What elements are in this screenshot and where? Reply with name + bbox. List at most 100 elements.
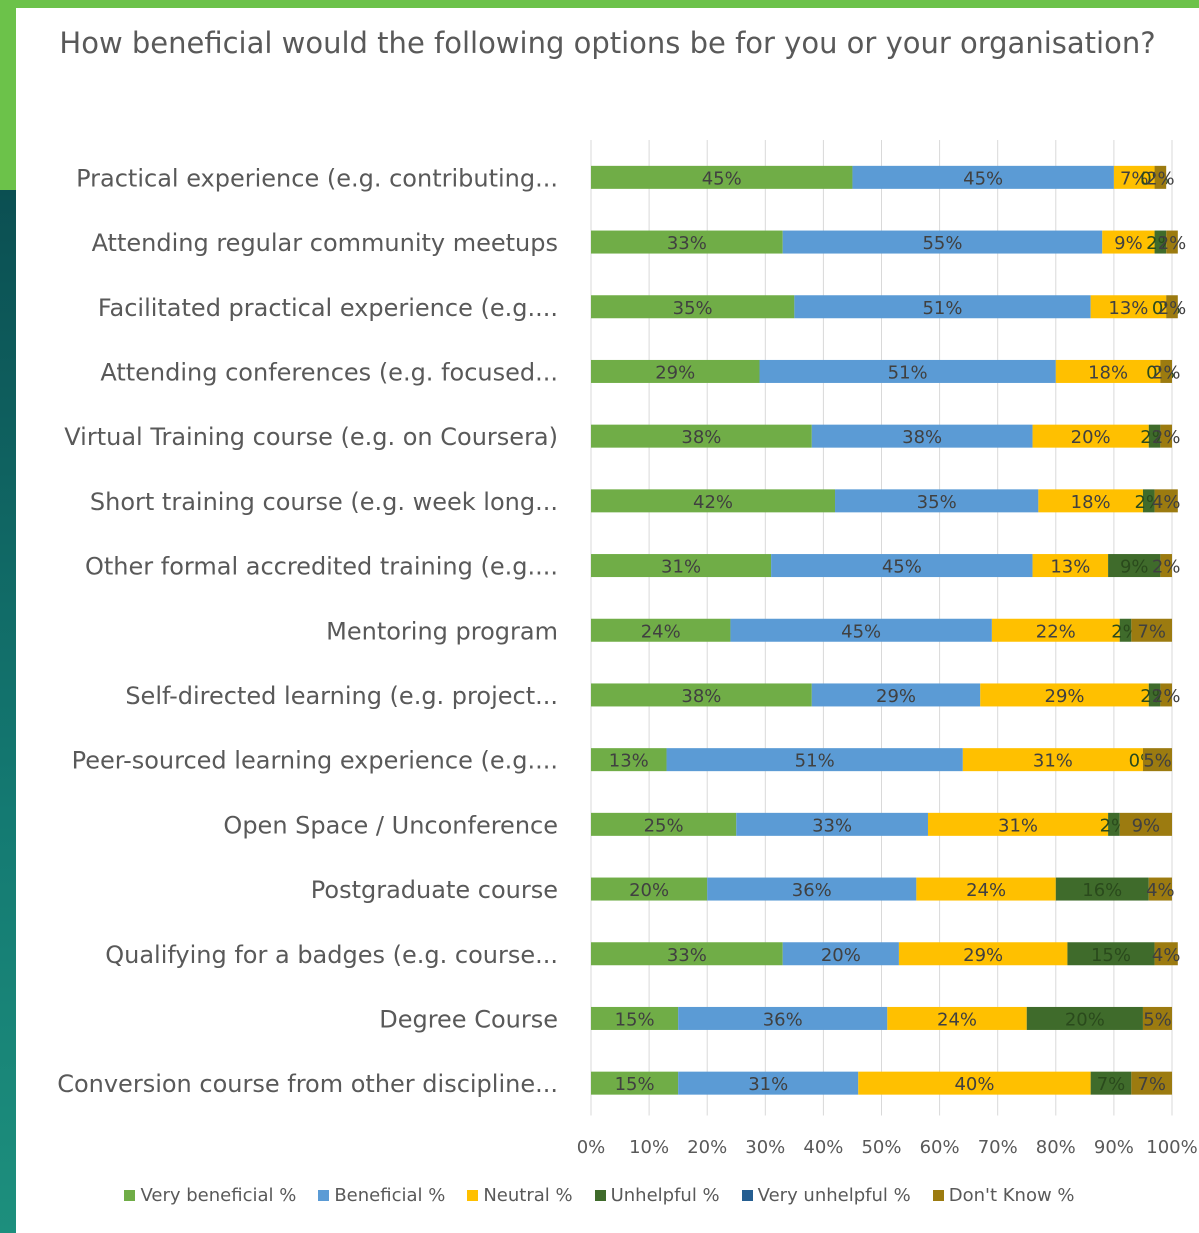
- legend-label: Very unhelpful %: [757, 1185, 911, 1206]
- bar-segment: [591, 359, 760, 383]
- bar-segment: [666, 748, 963, 772]
- bar-segment: [1108, 812, 1120, 836]
- category-label: Postgraduate course: [311, 876, 558, 904]
- category-label: Mentoring program: [326, 617, 558, 645]
- bar-segment: [1160, 359, 1172, 383]
- category-label: Peer-sourced learning experience (e.g...…: [72, 747, 558, 775]
- data-label: 20%: [1071, 427, 1111, 448]
- data-label: 45%: [963, 168, 1003, 189]
- x-tick-label: 30%: [745, 1137, 785, 1158]
- data-label: 29%: [876, 686, 916, 707]
- bar-segment: [591, 554, 772, 578]
- bar-segment: [1055, 359, 1161, 383]
- data-label: 15%: [615, 1009, 655, 1030]
- bar-segment: [1166, 295, 1178, 319]
- data-label: 38%: [681, 427, 721, 448]
- legend-label: Don't Know %: [948, 1185, 1075, 1206]
- data-label: 9%: [1132, 815, 1161, 836]
- legend-swatch: [124, 1190, 136, 1201]
- bar-segment: [1055, 877, 1149, 901]
- data-label: 25%: [644, 815, 684, 836]
- bar-segment: [916, 877, 1056, 901]
- data-label: 38%: [902, 427, 942, 448]
- bar-segment: [1102, 230, 1155, 254]
- chart-legend: Very beneficial % Beneficial % Neutral % Un…: [0, 1185, 1199, 1206]
- bar-segment: [591, 942, 783, 966]
- bar-segment: [1108, 554, 1161, 578]
- data-label: 24%: [641, 621, 681, 642]
- bar-segment: [1026, 1006, 1143, 1030]
- data-label: 31%: [1033, 751, 1073, 772]
- data-label: 55%: [922, 233, 962, 254]
- bar-segment: [759, 359, 1056, 383]
- bar-segment: [887, 1006, 1027, 1030]
- data-label: 38%: [681, 686, 721, 707]
- bar-segment: [1067, 942, 1155, 966]
- legend-swatch: [318, 1190, 330, 1201]
- bar-segment: [1131, 618, 1172, 642]
- data-label: 2%: [1158, 233, 1187, 254]
- data-label: 24%: [966, 880, 1006, 901]
- bar-segment: [980, 683, 1149, 707]
- data-label: 22%: [1036, 621, 1076, 642]
- bar-segment: [991, 618, 1120, 642]
- bar-segment: [591, 295, 795, 319]
- bar-segment: [1148, 877, 1172, 901]
- bar-segment: [678, 1071, 859, 1095]
- data-label: 9%: [1114, 233, 1143, 254]
- bar-segment: [736, 812, 928, 836]
- bar-segment: [1148, 683, 1161, 707]
- legend-label: Unhelpful %: [610, 1185, 720, 1206]
- category-label: Attending regular community meetups: [92, 229, 558, 257]
- data-label: 4%: [1152, 945, 1181, 966]
- bar-segment: [591, 748, 667, 772]
- bar-segment: [811, 424, 1033, 448]
- data-label: 24%: [937, 1009, 977, 1030]
- data-label: 2%: [1152, 362, 1181, 383]
- bar-segment: [707, 877, 917, 901]
- data-label: 33%: [667, 945, 707, 966]
- bar-segment: [1032, 424, 1149, 448]
- category-label: Short training course (e.g. week long...: [90, 488, 558, 516]
- bar-segment: [962, 748, 1143, 772]
- x-tick-label: 70%: [978, 1137, 1018, 1158]
- x-tick-label: 10%: [629, 1137, 669, 1158]
- category-label: Attending conferences (e.g. focused...: [100, 358, 558, 386]
- data-label: 15%: [1091, 945, 1131, 966]
- bar-segment: [1166, 230, 1178, 254]
- category-label: Other formal accredited training (e.g...…: [85, 553, 558, 581]
- data-label: 29%: [655, 362, 695, 383]
- bar-segment: [852, 165, 1114, 189]
- data-label: 33%: [812, 815, 852, 836]
- category-label: Facilitated practical experience (e.g...…: [98, 294, 558, 322]
- data-label: 4%: [1146, 880, 1175, 901]
- legend-item: Unhelpful %: [594, 1185, 720, 1206]
- bar-segment: [591, 1071, 679, 1095]
- bar-segment: [591, 489, 836, 513]
- data-label: 7%: [1137, 621, 1166, 642]
- data-label: 45%: [841, 621, 881, 642]
- data-label: 31%: [998, 815, 1038, 836]
- data-label: 51%: [795, 751, 835, 772]
- category-label: Open Space / Unconference: [223, 811, 558, 839]
- x-tick-label: 0%: [577, 1137, 606, 1158]
- bar-segment: [782, 942, 899, 966]
- bar-segment: [1160, 683, 1172, 707]
- data-label: 20%: [821, 945, 861, 966]
- data-label: 36%: [763, 1009, 803, 1030]
- legend-label: Beneficial %: [334, 1185, 446, 1206]
- data-label: 7%: [1120, 168, 1149, 189]
- bar-segment: [1154, 230, 1167, 254]
- bar-segment: [591, 683, 812, 707]
- data-label: 20%: [1065, 1009, 1105, 1030]
- data-label: 35%: [917, 492, 957, 513]
- bar-segment: [730, 618, 992, 642]
- data-label: 9%: [1120, 557, 1149, 578]
- x-tick-label: 50%: [861, 1137, 901, 1158]
- data-label: 2%: [1152, 686, 1181, 707]
- data-label: 7%: [1097, 1074, 1126, 1095]
- bar-segment: [1038, 489, 1143, 513]
- data-label: 36%: [792, 880, 832, 901]
- bar-segment: [1131, 1071, 1172, 1095]
